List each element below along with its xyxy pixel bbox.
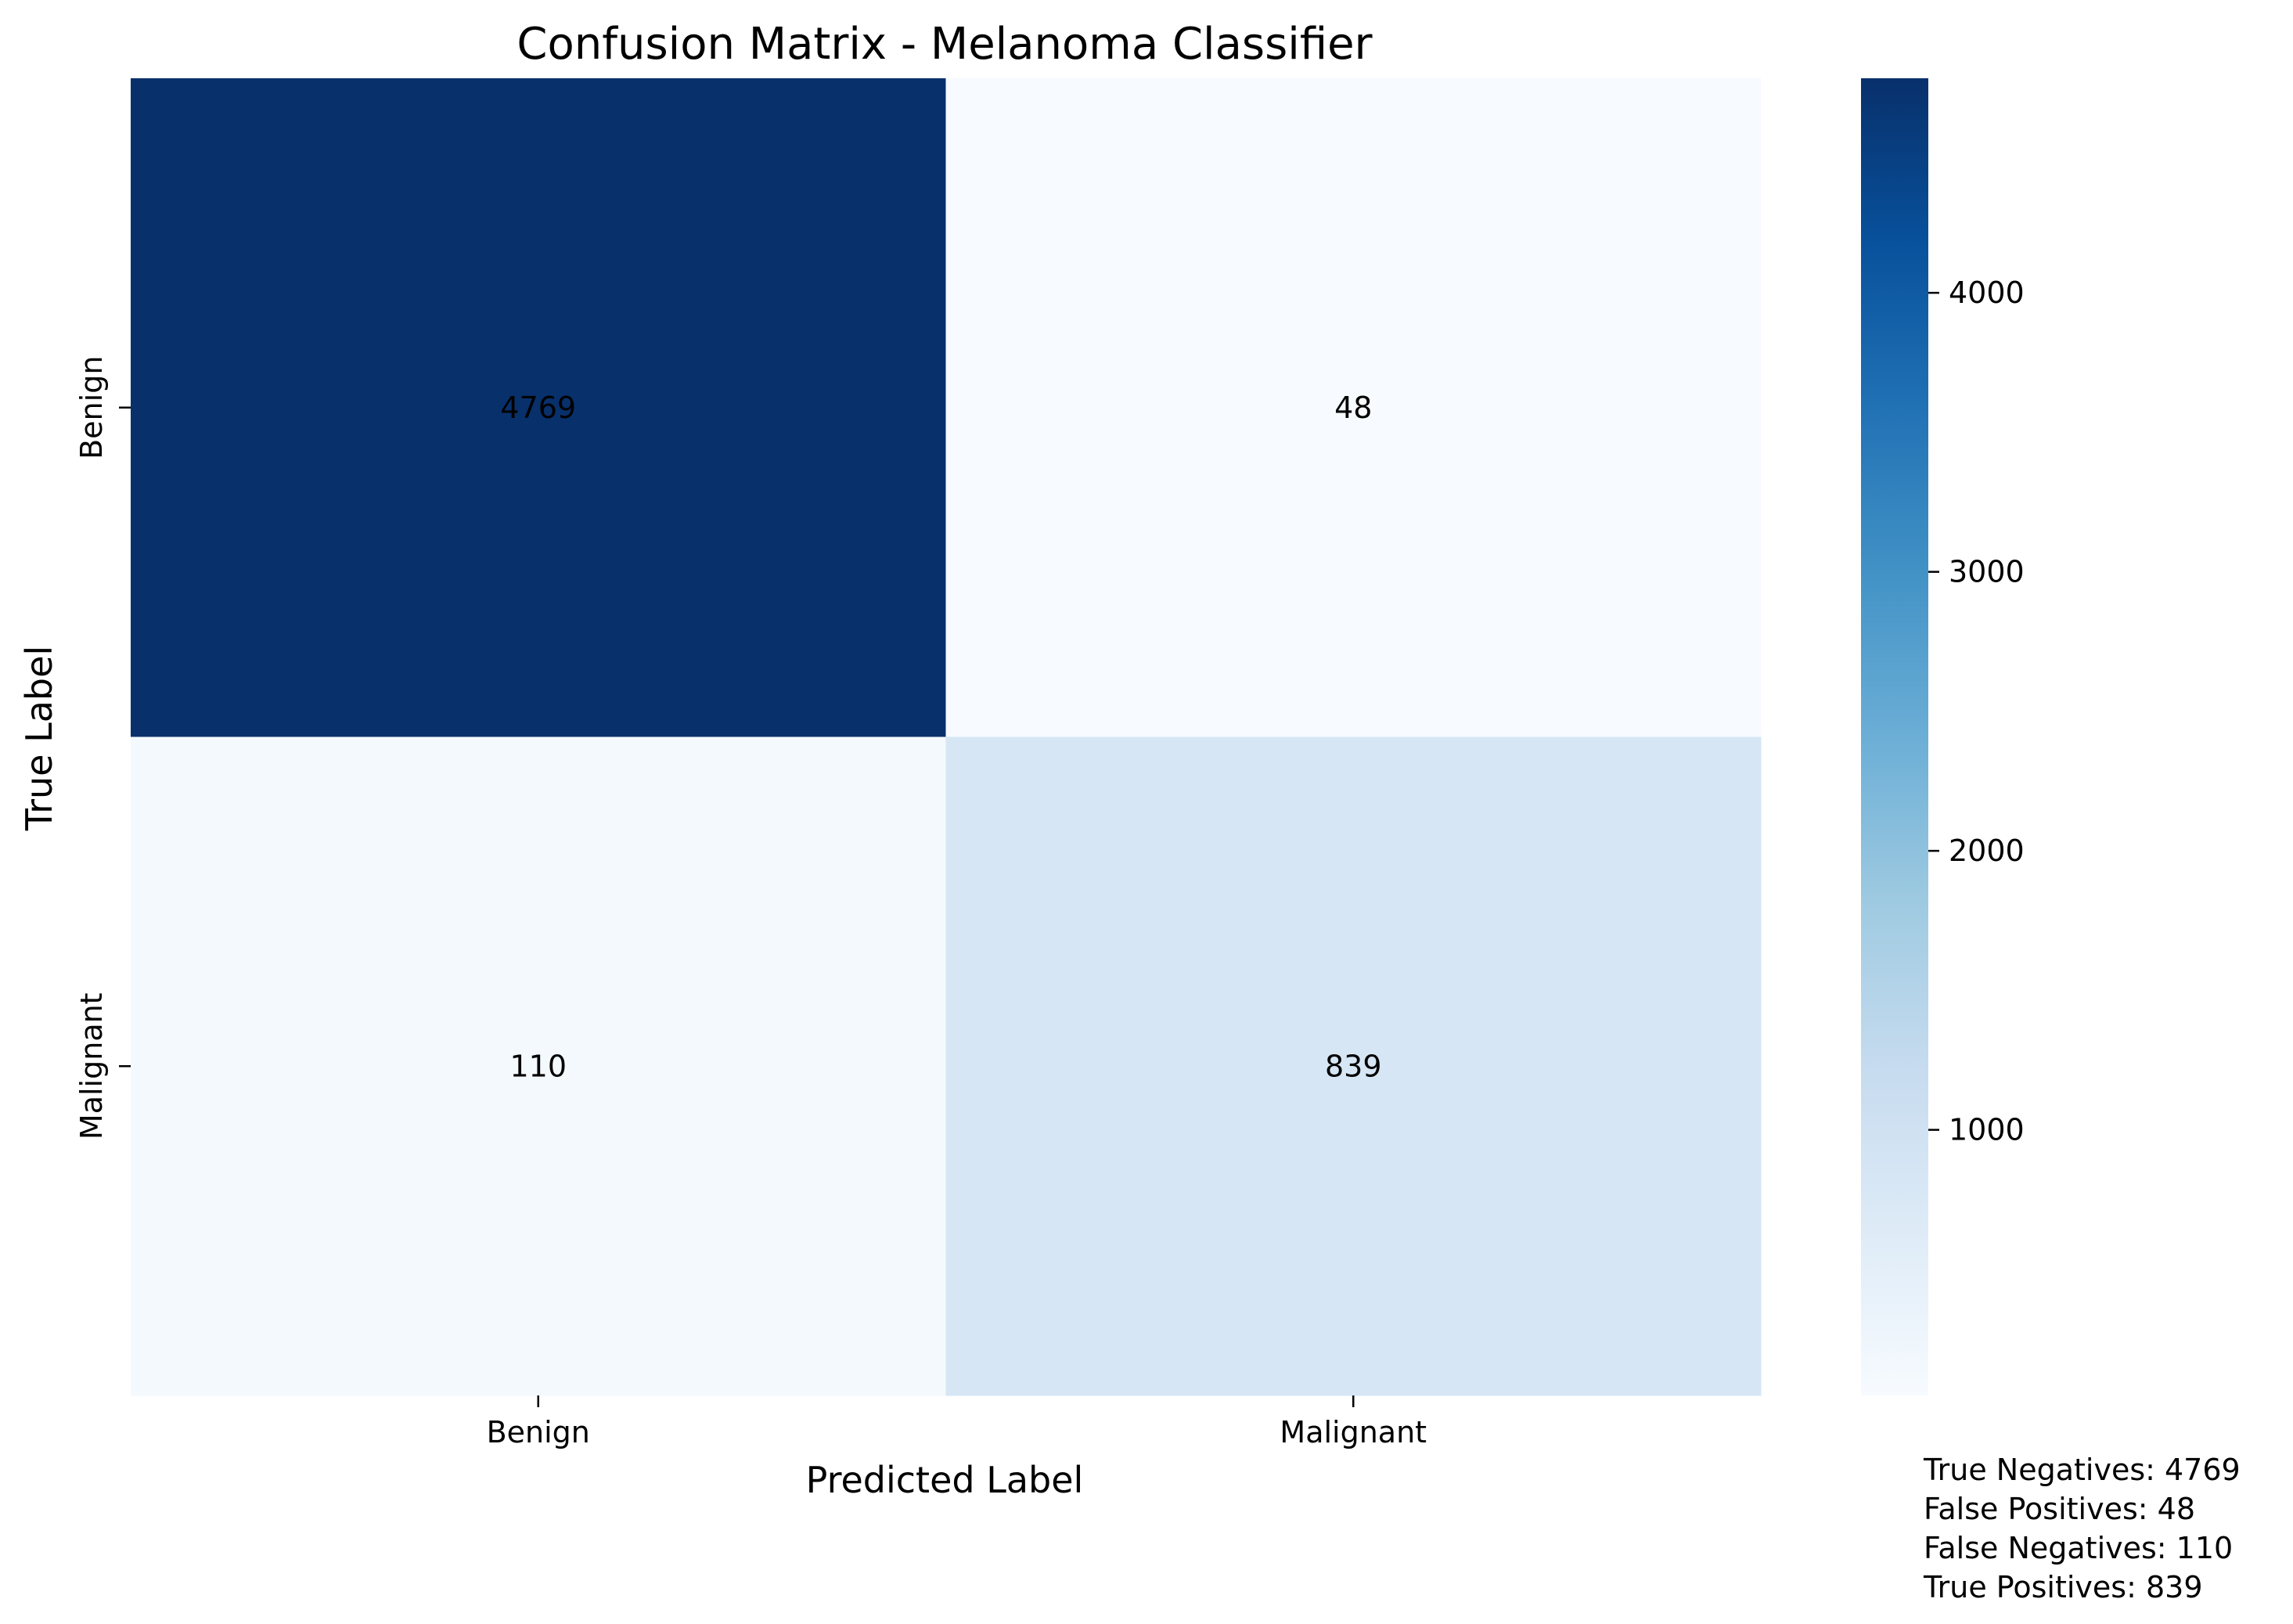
colorbar-tick-label: 2000 — [1949, 834, 2025, 868]
colorbar-tick-label: 4000 — [1949, 275, 2025, 310]
stats-false-positives: False Positives: 48 — [1924, 1492, 2195, 1526]
heatmap-cell — [131, 78, 946, 737]
heatmap-cells — [131, 78, 1762, 1396]
x-tick-label: Malignant — [1280, 1415, 1427, 1449]
stats-false-negatives: False Negatives: 110 — [1924, 1531, 2233, 1565]
stats-true-positives: True Positives: 839 — [1923, 1570, 2203, 1604]
cell-value-label: 839 — [1325, 1049, 1382, 1083]
y-axis-title: True Label — [18, 646, 60, 831]
heatmap-cell — [945, 736, 1762, 1396]
colorbar-tick-label: 3000 — [1949, 555, 2025, 589]
x-tick-label: Benign — [487, 1415, 590, 1449]
heatmap-cell — [945, 78, 1762, 737]
heatmap-cell — [131, 736, 946, 1396]
y-axis: Benign Malignant — [74, 356, 131, 1140]
summary-stats: True Negatives: 4769 False Positives: 48… — [1923, 1453, 2241, 1604]
x-axis-title: Predicted Label — [806, 1459, 1084, 1501]
x-axis: Benign Malignant — [487, 1395, 1427, 1449]
stats-true-negatives: True Negatives: 4769 — [1923, 1453, 2241, 1487]
y-tick-label: Benign — [74, 356, 109, 459]
y-tick-label: Malignant — [74, 992, 109, 1140]
colorbar-tick-label: 1000 — [1949, 1113, 2025, 1147]
colorbar-ticks: 1000 2000 3000 4000 — [1928, 275, 2025, 1147]
colorbar — [1861, 78, 1928, 1395]
cell-value-label: 4769 — [500, 391, 576, 425]
cell-value-label: 48 — [1334, 391, 1372, 425]
cell-value-label: 110 — [509, 1049, 567, 1083]
heatmap-annotations: 4769 48 110 839 — [500, 391, 1381, 1084]
chart-title: Confusion Matrix - Melanoma Classifier — [517, 19, 1373, 70]
